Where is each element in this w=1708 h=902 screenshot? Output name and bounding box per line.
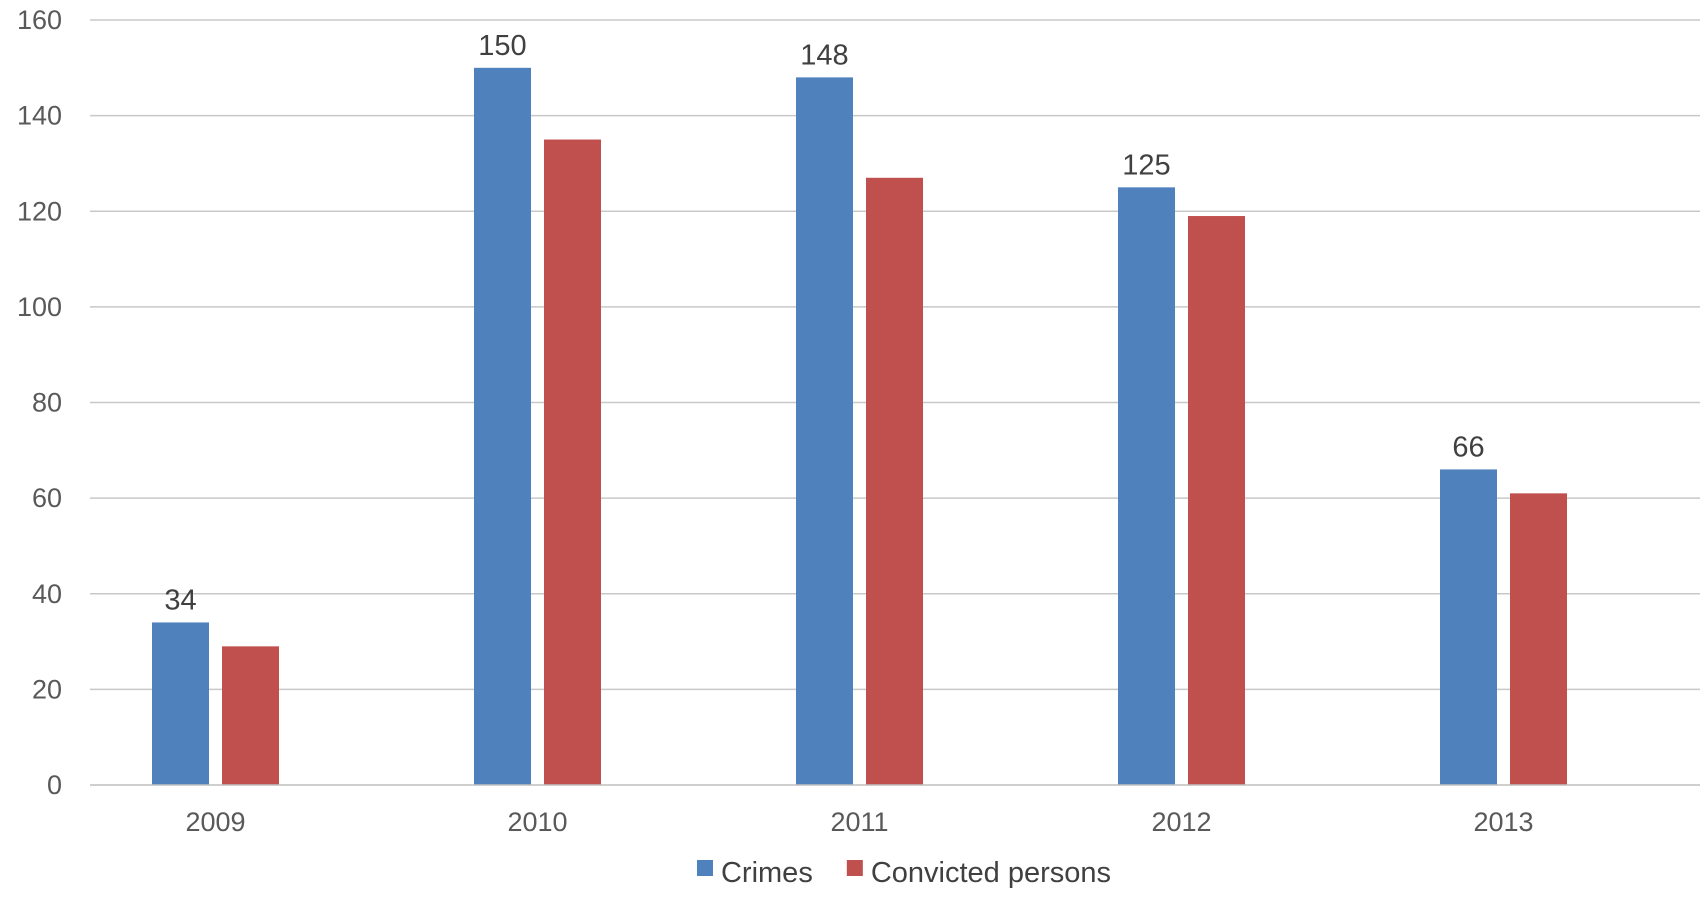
legend-swatch-convicted-persons [846,860,863,876]
bar-convicted-persons-2012 [1188,216,1245,785]
x-tick-label: 2011 [830,807,888,837]
bar-convicted-persons-2013 [1510,493,1567,785]
data-label: 125 [1122,149,1170,181]
bar-crimes-2013 [1440,469,1497,785]
data-label: 148 [800,39,848,71]
bar-convicted-persons-2009 [222,646,279,785]
y-tick-label: 60 [32,483,62,513]
legend-label-crimes: Crimes [721,857,813,889]
y-tick-label: 100 [17,292,62,322]
y-tick-label: 0 [47,770,62,800]
data-label: 150 [478,30,526,62]
x-tick-label: 2012 [1151,807,1211,837]
x-tick-label: 2010 [507,807,567,837]
y-tick-label: 20 [32,674,62,704]
y-axis-tick-labels: 0 20 40 60 80 100 120 140 160 [17,5,62,800]
x-tick-label: 2013 [1473,807,1533,837]
legend-label-convicted-persons: Convicted persons [871,857,1111,889]
bar-crimes-2009 [152,622,209,785]
data-labels: 34 150 148 125 66 [164,30,1484,617]
bar-crimes-2010 [474,67,531,785]
legend-swatch-crimes [696,860,713,876]
y-tick-label: 80 [32,388,62,418]
y-tick-label: 120 [17,196,62,226]
y-tick-label: 140 [17,101,62,131]
x-tick-label: 2009 [185,807,245,837]
data-label: 34 [164,584,196,616]
bar-convicted-persons-2011 [866,177,923,785]
legend: Crimes Convicted persons [696,857,1111,889]
x-axis-tick-labels: 2009 2010 2011 2012 2013 [185,807,1533,837]
bars [152,67,1567,785]
bar-crimes-2012 [1118,187,1175,785]
data-label: 66 [1452,431,1484,463]
y-tick-label: 160 [17,5,62,35]
y-tick-label: 40 [32,579,62,609]
bar-convicted-persons-2010 [544,139,601,785]
bar-crimes-2011 [796,77,853,785]
